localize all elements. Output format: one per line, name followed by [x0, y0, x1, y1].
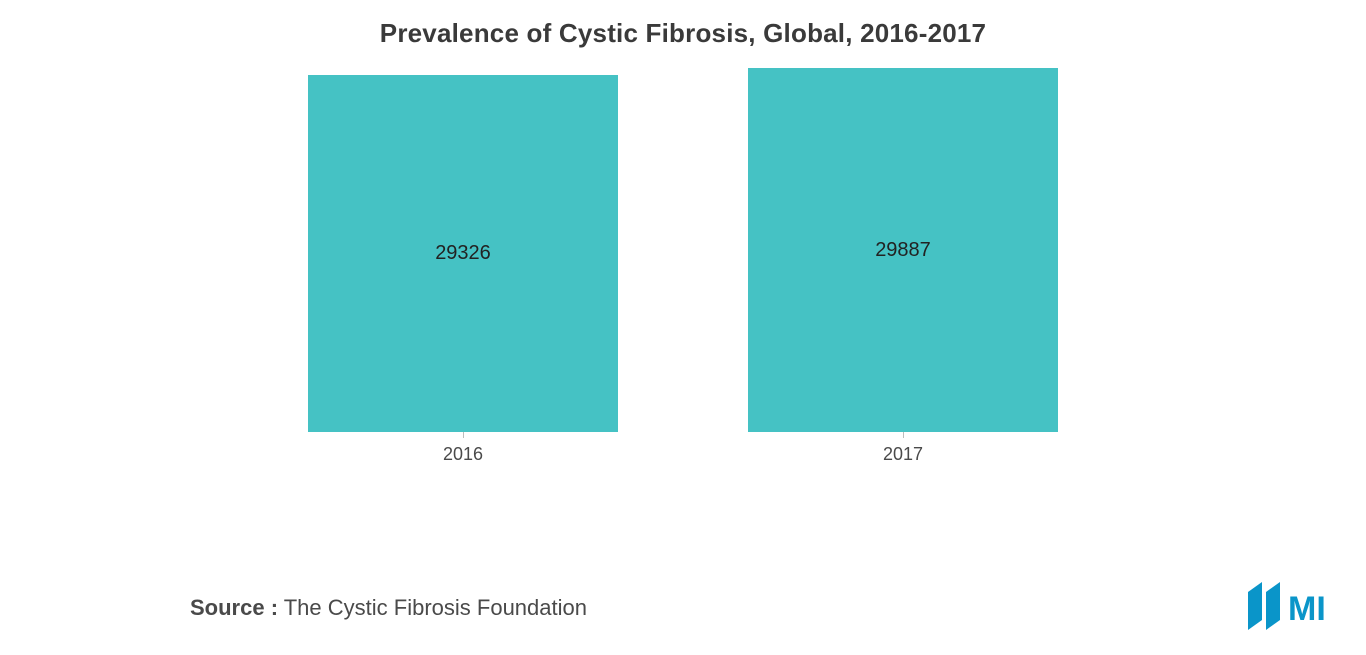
- source-line: Source : The Cystic Fibrosis Foundation: [190, 595, 587, 621]
- x-tick: [463, 432, 464, 438]
- bar-value-label: 29887: [875, 239, 931, 262]
- brand-logo: MI: [1248, 582, 1332, 635]
- source-text: The Cystic Fibrosis Foundation: [278, 595, 587, 620]
- bar-group: 29326 2016: [308, 75, 618, 465]
- bar-value-label: 29326: [435, 242, 491, 265]
- bar-group: 29887 2017: [748, 68, 1058, 465]
- x-tick: [903, 432, 904, 438]
- bar: 29887: [748, 68, 1058, 432]
- x-tick-label: 2016: [443, 444, 483, 465]
- plot-area: 29326 2016 29887 2017: [0, 95, 1366, 465]
- bar: 29326: [308, 75, 618, 432]
- chart-region: Prevalence of Cystic Fibrosis, Global, 2…: [0, 0, 1366, 655]
- chart-title: Prevalence of Cystic Fibrosis, Global, 2…: [0, 18, 1366, 49]
- x-tick-label: 2017: [883, 444, 923, 465]
- svg-text:MI: MI: [1288, 590, 1326, 628]
- source-label: Source :: [190, 595, 278, 620]
